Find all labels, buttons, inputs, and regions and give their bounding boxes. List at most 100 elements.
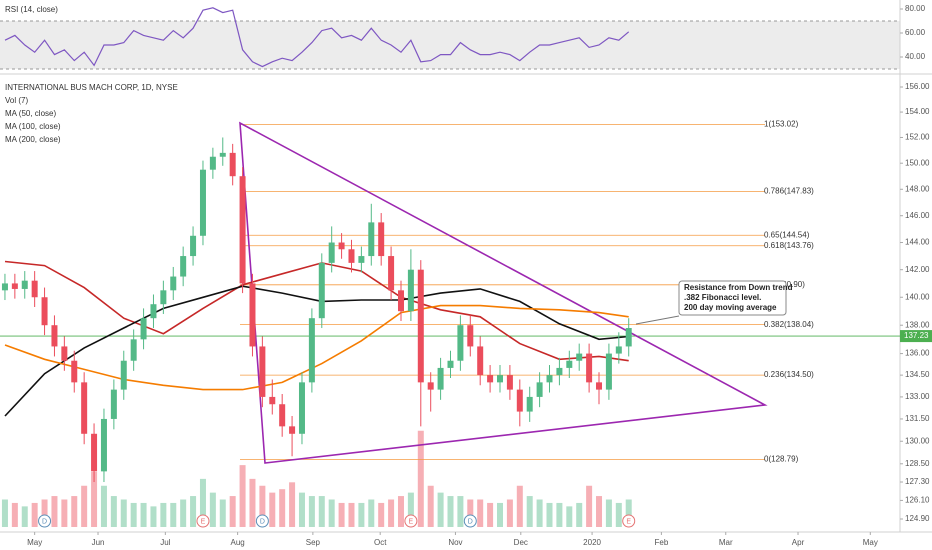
candle-body	[447, 360, 454, 368]
volume-bar	[625, 499, 632, 527]
candle-body	[526, 396, 533, 412]
volume-bar	[497, 502, 503, 527]
callout-box	[678, 280, 787, 316]
candle-body	[249, 283, 256, 347]
candle-body	[516, 389, 523, 412]
y-tick-label: 136.00	[905, 349, 930, 358]
volume-bar	[437, 492, 444, 527]
x-tick-label: Jul	[160, 538, 170, 547]
candle-body	[150, 304, 157, 319]
y-tick-label: 142.00	[905, 265, 930, 274]
volume-bar	[368, 499, 375, 527]
volume-bar	[546, 502, 553, 527]
x-tick-label: Sep	[306, 538, 321, 547]
candle-body	[1, 283, 8, 291]
legend-entry: MA (50, close)	[5, 109, 56, 118]
candle-body	[556, 367, 563, 376]
fib-label: 0.786(147.83)	[764, 187, 814, 196]
callout-text: Resistance from Down trend	[684, 283, 793, 292]
candle-body	[298, 382, 305, 434]
candle-body	[467, 325, 474, 347]
event-label: D	[468, 518, 473, 525]
ma-line	[4, 304, 629, 391]
candle-body	[219, 152, 226, 157]
volume-bar	[180, 499, 187, 527]
candle-body	[11, 283, 18, 289]
event-marker	[196, 514, 210, 528]
volume-bar	[81, 485, 88, 527]
candle-body	[279, 404, 286, 427]
x-tick-label: Dec	[514, 538, 528, 547]
candle-body	[100, 418, 107, 472]
y-tick-label: 130.00	[905, 436, 930, 445]
volume-bar	[397, 496, 404, 527]
candle-body	[190, 235, 197, 257]
volume-bar	[447, 496, 454, 527]
volume-bar	[308, 496, 315, 527]
volume-bar	[318, 496, 325, 527]
volume-bar	[516, 485, 523, 527]
fib-label: 0.382(138.04)	[764, 320, 814, 329]
fib-label: 0(128.79)	[764, 455, 799, 464]
x-tick-label: Mar	[719, 538, 733, 547]
candle-body	[41, 297, 48, 326]
y-tick-label: 40.00	[905, 52, 926, 61]
candle-body	[368, 222, 375, 257]
volume-bar	[457, 496, 464, 527]
volume-bar	[219, 499, 226, 527]
candle-body	[625, 328, 632, 347]
candle-body	[586, 353, 593, 383]
y-tick-label: 144.00	[905, 238, 930, 247]
volume-bar	[199, 478, 206, 527]
candle-body	[170, 276, 177, 291]
candle-body	[209, 156, 216, 170]
candle-body	[91, 433, 98, 472]
volume-bar	[71, 496, 78, 527]
fib-label: 0.618(143.76)	[764, 241, 814, 250]
volume-bar	[605, 499, 612, 527]
volume-bar	[170, 502, 177, 527]
candle-body	[21, 280, 28, 289]
volume-bar	[477, 499, 484, 527]
event-label: D	[260, 518, 265, 525]
rsi-line	[4, 7, 630, 68]
volume-bar	[615, 502, 622, 527]
volume-bar	[576, 502, 583, 527]
y-tick-label: 80.00	[905, 4, 926, 13]
x-tick-label: May	[27, 538, 42, 547]
chart-title: INTERNATIONAL BUS MACH CORP, 1D, NYSE	[5, 83, 178, 92]
rsi-layer	[4, 7, 630, 68]
candle-body	[605, 353, 612, 390]
callout-text: .382 Fibonacci level.	[684, 293, 761, 302]
volume-bar	[407, 492, 414, 527]
candle-body	[140, 318, 147, 340]
candle-body	[566, 360, 573, 368]
volume-bar	[269, 492, 276, 527]
volume-bar	[298, 492, 305, 527]
candle-body	[31, 280, 38, 298]
volume-bar	[338, 502, 345, 527]
candle-body	[120, 360, 127, 390]
volume-bar	[249, 478, 256, 527]
volume-bar	[229, 496, 236, 527]
candle-body	[81, 382, 88, 434]
volume-bar	[110, 496, 117, 527]
volume-bar	[41, 499, 48, 527]
candle-body	[239, 176, 246, 284]
volume-bar	[11, 502, 18, 527]
volume-bar	[556, 502, 563, 527]
volume-bar	[358, 502, 365, 527]
last-price-badge	[900, 330, 932, 343]
candle-body	[130, 339, 137, 361]
candle-body	[576, 353, 583, 361]
volume-bar	[150, 506, 157, 527]
y-tick-label: 133.00	[905, 392, 930, 401]
event-label: D	[42, 518, 47, 525]
y-tick-label: 124.90	[905, 514, 930, 523]
candle-body	[497, 375, 503, 383]
volume-bar	[91, 472, 98, 527]
volume-bar	[596, 496, 603, 527]
last-price-label: 137.23	[904, 331, 929, 340]
